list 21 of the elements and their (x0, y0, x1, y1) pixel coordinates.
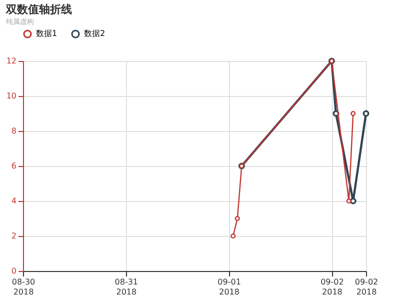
y-tick-label: 8 (11, 126, 16, 136)
chart-title: 双数值轴折线 (4, 3, 72, 16)
point (350, 110, 356, 116)
y-tick-label: 4 (11, 196, 16, 206)
legend-label: 数据1 (36, 28, 58, 38)
x-tick-label: 09-01 2018 (218, 278, 241, 296)
y-tick-label: 12 (6, 56, 16, 66)
x-tick-label: 09-02 2018 (354, 278, 378, 296)
x-tick-label: 08-30 2018 (12, 278, 36, 296)
x-tick-label: 09-02 2018 (320, 278, 344, 296)
y-tick-label: 2 (11, 232, 16, 240)
point (362, 110, 370, 117)
legend-label: 数据2 (84, 28, 106, 38)
point (350, 198, 356, 204)
y-tick-label: 10 (6, 92, 16, 100)
y-tick-label: 0 (11, 266, 16, 276)
point (234, 216, 240, 222)
y-tick-label: 6 (11, 162, 16, 170)
x-tick-label: 08-31 2018 (114, 278, 138, 296)
point (230, 233, 236, 239)
point (346, 198, 352, 204)
